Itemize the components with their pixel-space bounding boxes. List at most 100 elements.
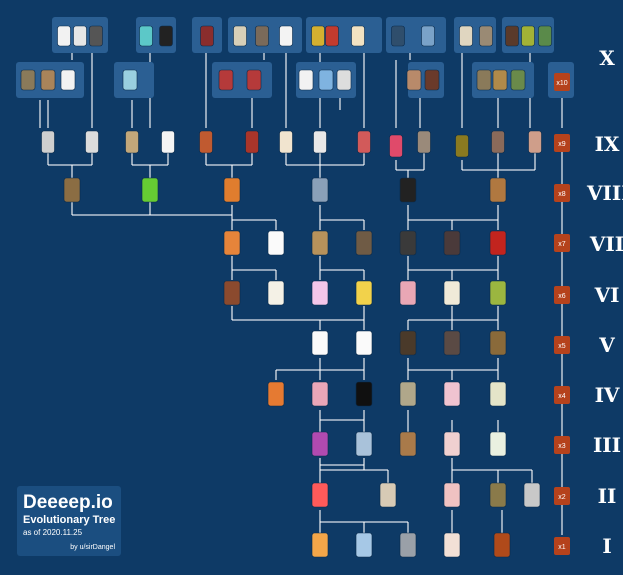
creature-card	[351, 25, 365, 47]
creature-card	[443, 280, 461, 306]
creature-card	[492, 69, 508, 91]
tier-label-iii: III	[592, 433, 622, 457]
creature-card	[336, 69, 352, 91]
creature-card	[40, 69, 56, 91]
creature-card	[443, 381, 461, 407]
tier-label-v: V	[599, 333, 615, 357]
creature-card	[311, 280, 329, 306]
xp-badge-label: x4	[558, 393, 566, 400]
creature-card	[63, 177, 81, 203]
creature-card	[245, 130, 259, 154]
creature-card	[311, 177, 329, 203]
tier-label-vi: VI	[594, 283, 620, 307]
creature-card	[489, 482, 507, 508]
creature-card	[521, 25, 535, 47]
creature-card	[455, 134, 469, 158]
creature-card	[379, 482, 397, 508]
creature-card	[489, 230, 507, 256]
creature-card	[57, 25, 71, 47]
creature-card	[399, 230, 417, 256]
xp-badge	[554, 436, 570, 454]
creature-card	[391, 25, 405, 47]
creature-card	[325, 25, 339, 47]
creature-card	[443, 482, 461, 508]
creature-card	[199, 130, 213, 154]
creature-card	[538, 25, 552, 47]
creature-card	[125, 130, 139, 154]
creature-card	[85, 130, 99, 154]
creature-card	[313, 130, 327, 154]
creature-card	[318, 69, 334, 91]
creature-card	[489, 431, 507, 457]
creature-card	[399, 330, 417, 356]
tree-author: by u/sirDangel	[70, 544, 115, 551]
title-panel: Deeeep.io Evolutionary Tree as of 2020.1…	[17, 486, 121, 556]
creature-card	[223, 230, 241, 256]
xp-badge-label: x3	[558, 443, 566, 450]
xp-badge	[554, 487, 570, 505]
creature-card	[406, 69, 422, 91]
creature-card	[355, 230, 373, 256]
creature-card	[355, 532, 373, 558]
creature-card	[493, 532, 511, 558]
creature-card	[60, 69, 76, 91]
xp-badge-label: x1	[558, 544, 566, 551]
creature-card	[223, 177, 241, 203]
xp-badge	[554, 184, 570, 202]
xp-badge	[554, 537, 570, 555]
tier-label-ix: IX	[594, 132, 620, 156]
creature-card	[298, 69, 314, 91]
creature-card	[311, 381, 329, 407]
xp-badge	[554, 73, 570, 91]
creature-card	[311, 431, 329, 457]
creature-card	[161, 130, 175, 154]
creature-card	[233, 25, 247, 47]
tier-label-ii: II	[597, 484, 617, 508]
tree-subtitle: Evolutionary Tree	[23, 514, 116, 526]
creature-card	[311, 25, 325, 47]
creature-card	[41, 130, 55, 154]
xp-badge-label: x10	[556, 80, 567, 87]
creature-card	[89, 25, 103, 47]
xp-badge-label: x9	[558, 141, 566, 148]
creature-card	[311, 532, 329, 558]
creature-card	[255, 25, 269, 47]
creature-card	[355, 431, 373, 457]
xp-badge-label: x8	[558, 191, 566, 198]
xp-badge	[554, 234, 570, 252]
creature-card	[279, 130, 293, 154]
creature-card	[73, 25, 87, 47]
creature-card	[528, 130, 542, 154]
creature-card	[510, 69, 526, 91]
xp-badge-label: x6	[558, 293, 566, 300]
creature-card	[139, 25, 153, 47]
xp-badge-label: x7	[558, 241, 566, 248]
creature-card	[399, 177, 417, 203]
creature-card	[417, 130, 431, 154]
creature-card	[479, 25, 493, 47]
xp-badge	[554, 286, 570, 304]
creature-card	[122, 69, 138, 91]
creature-card	[355, 330, 373, 356]
creature-card	[399, 280, 417, 306]
creature-card	[399, 381, 417, 407]
xp-badge-label: x2	[558, 494, 566, 501]
tier-label-iv: IV	[594, 383, 620, 407]
creature-card	[476, 69, 492, 91]
creature-card	[489, 177, 507, 203]
tier-label-x: X	[599, 46, 615, 70]
tier-label-i: I	[602, 534, 612, 558]
creature-card	[443, 532, 461, 558]
creature-card	[20, 69, 36, 91]
creature-card	[200, 25, 214, 47]
creature-card	[523, 482, 541, 508]
creature-card	[267, 230, 285, 256]
creature-card	[355, 381, 373, 407]
creature-card	[267, 381, 285, 407]
tree-date: as of 2020.11.25	[23, 528, 83, 537]
creature-card	[389, 134, 403, 158]
creature-card	[355, 280, 373, 306]
creature-card	[267, 280, 285, 306]
